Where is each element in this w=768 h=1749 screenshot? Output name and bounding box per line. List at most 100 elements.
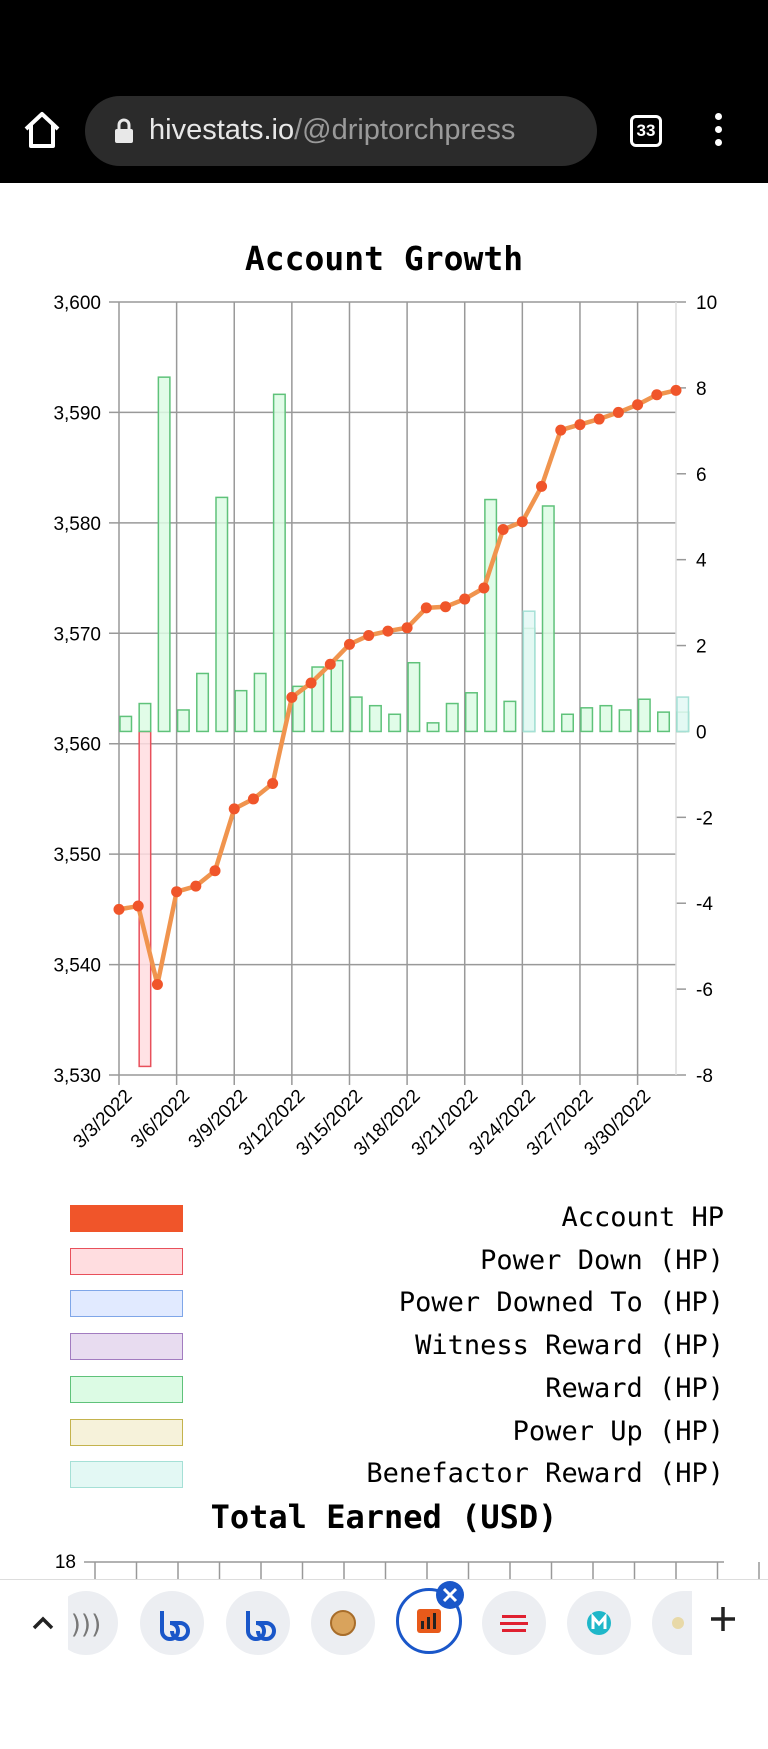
data-point [190, 880, 202, 892]
bar [676, 696, 690, 733]
bar [311, 666, 325, 733]
bar [618, 709, 632, 733]
legend-item[interactable]: Reward (HP) [0, 1371, 768, 1411]
data-point [670, 384, 682, 396]
bar [407, 661, 421, 733]
page-content: Account Growth 3,530 3,540 3,550 3,560 3,570… [0, 183, 768, 1579]
data-point [459, 593, 471, 605]
bar [138, 702, 152, 733]
plus-icon[interactable] [708, 1604, 738, 1634]
right-tick-label: -8 [696, 1066, 713, 1087]
bar [272, 393, 286, 733]
close-tab-icon[interactable] [435, 1580, 465, 1610]
data-point [132, 900, 144, 912]
legend-item[interactable]: Account HP [0, 1200, 768, 1240]
bar [176, 709, 190, 733]
right-tick-label: -4 [696, 894, 713, 915]
data-point [420, 602, 432, 614]
total-earned-chart: 18 [55, 1552, 760, 1579]
bar [426, 722, 440, 733]
legend-label: Power Downed To (HP) [398, 1287, 724, 1319]
legend-label: Witness Reward (HP) [415, 1330, 724, 1362]
data-point [267, 777, 279, 789]
blank-area [0, 1664, 768, 1749]
app-tab-icon[interactable] [140, 1591, 204, 1655]
bar [234, 689, 248, 733]
bar [522, 610, 536, 733]
account-growth-chart: 3,530 3,540 3,550 3,560 3,570 3,580 3,590 3,600… [53, 293, 717, 1160]
right-tick-label: -2 [696, 808, 713, 829]
partial-tab-icon[interactable] [652, 1591, 692, 1655]
bar [637, 698, 651, 733]
menu-tab-icon[interactable] [482, 1591, 546, 1655]
right-tick-label: 8 [696, 379, 707, 400]
legend-item[interactable]: Benefactor Reward (HP) [0, 1456, 768, 1496]
home-icon[interactable] [20, 108, 64, 152]
chevron-up-icon[interactable] [28, 1608, 58, 1638]
legend-item[interactable]: Power Up (HP) [0, 1414, 768, 1454]
bar [157, 376, 171, 733]
chart-title: Account Growth [244, 239, 524, 278]
right-tick-label: -6 [696, 980, 713, 1001]
left-tick-label: 3,550 [53, 845, 101, 866]
data-point [151, 978, 163, 990]
bar [138, 730, 152, 1068]
left-tick-label: 3,560 [53, 735, 101, 756]
bar [215, 496, 229, 733]
data-point [363, 629, 375, 641]
m-tab-icon[interactable] [567, 1591, 631, 1655]
legend-label: Account HP [561, 1202, 724, 1233]
bar [253, 672, 267, 733]
more-menu-icon[interactable] [712, 113, 724, 149]
bar [580, 707, 594, 733]
tab-switcher-button[interactable]: 33 [630, 115, 662, 147]
legend-item[interactable]: Power Downed To (HP) [0, 1285, 768, 1325]
data-point [324, 658, 336, 670]
bar [541, 505, 555, 733]
data-point [612, 406, 624, 418]
legend-item[interactable]: Witness Reward (HP) [0, 1328, 768, 1368]
right-tick-label: 0 [696, 722, 707, 743]
data-point [343, 638, 355, 650]
legend-item[interactable]: Power Down (HP) [0, 1243, 768, 1283]
bar [330, 659, 344, 733]
svg-text:))): ))) [71, 1610, 101, 1640]
total-earned-title: Total Earned (USD) [210, 1498, 558, 1536]
bar [388, 713, 402, 733]
left-tick-label: 3,580 [53, 514, 101, 535]
data-point [497, 523, 509, 535]
legend-swatch [70, 1247, 183, 1275]
legend-label: Power Down (HP) [480, 1244, 724, 1276]
data-point [286, 691, 298, 703]
bar [368, 704, 382, 733]
url-text: hivestats.io/@driptorchpress [149, 114, 515, 147]
hivestats-tab-icon[interactable] [396, 1588, 462, 1654]
bar [119, 715, 133, 733]
legend-swatch [70, 1290, 183, 1318]
left-tick-label: 3,530 [53, 1066, 101, 1087]
bar [196, 672, 210, 733]
left-tick-label: 3,600 [53, 293, 101, 314]
bar [292, 685, 306, 733]
data-point [593, 413, 605, 425]
data-point [536, 480, 548, 492]
bar [503, 700, 517, 733]
left-tick-label: 3,590 [53, 403, 101, 424]
bar [560, 713, 574, 733]
address-bar[interactable]: hivestats.io/@driptorchpress [85, 96, 597, 166]
badge-tab-icon[interactable] [311, 1591, 375, 1655]
data-point [555, 424, 567, 436]
data-point [382, 625, 394, 637]
partial-tab-icon[interactable]: ))) [68, 1591, 118, 1655]
data-point [574, 419, 586, 431]
bar [464, 692, 478, 733]
app-tab-icon[interactable] [226, 1591, 290, 1655]
legend-swatch [70, 1418, 183, 1446]
data-point [171, 886, 183, 898]
bar [445, 702, 459, 733]
right-tick-label: 4 [696, 551, 707, 572]
data-point [305, 677, 317, 689]
bar [484, 498, 498, 733]
legend-label: Benefactor Reward (HP) [366, 1458, 724, 1490]
legend-label: Power Up (HP) [512, 1415, 724, 1447]
